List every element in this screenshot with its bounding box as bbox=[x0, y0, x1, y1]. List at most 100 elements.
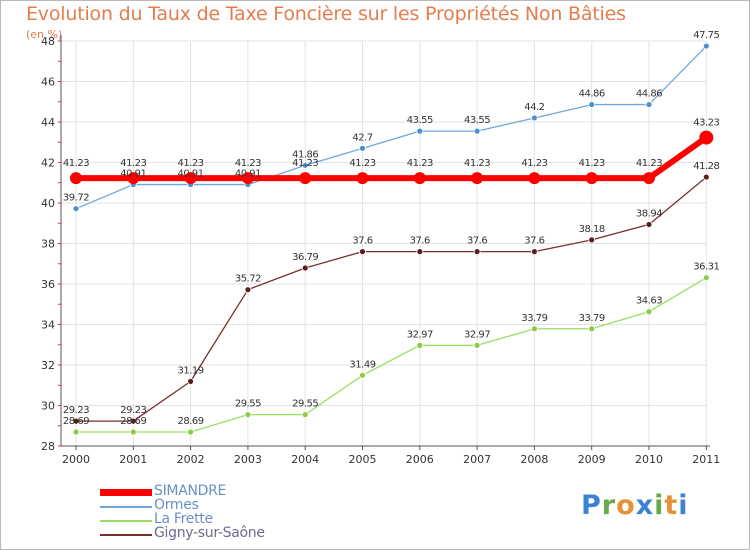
data-point bbox=[699, 130, 714, 145]
data-label: 41.23 bbox=[292, 158, 318, 169]
proxiti-logo: Proxiti bbox=[581, 490, 689, 521]
x-tick-label: 2009 bbox=[578, 453, 606, 466]
chart-subtitle: (en %) bbox=[26, 28, 63, 41]
logo-letter: x bbox=[635, 490, 655, 521]
series-line bbox=[75, 277, 707, 433]
data-point bbox=[528, 172, 541, 185]
data-label: 33.79 bbox=[521, 313, 547, 324]
data-point bbox=[301, 161, 309, 169]
data-label: 37.6 bbox=[410, 236, 430, 247]
legend-swatch bbox=[100, 506, 152, 508]
data-point bbox=[301, 411, 309, 419]
data-label: 31.49 bbox=[349, 359, 375, 370]
data-label: 35.72 bbox=[235, 274, 261, 285]
data-label: 40.91 bbox=[120, 169, 146, 180]
legend-label: La Frette bbox=[154, 511, 213, 527]
data-point bbox=[645, 221, 653, 228]
data-point bbox=[588, 101, 596, 108]
data-label: 41.86 bbox=[292, 149, 318, 160]
y-tick-label: 48 bbox=[41, 35, 55, 48]
data-label: 41.23 bbox=[579, 158, 605, 169]
legend-swatch bbox=[100, 534, 152, 536]
y-tick-label: 46 bbox=[41, 76, 55, 89]
data-point bbox=[413, 172, 426, 185]
x-tick-label: 2010 bbox=[635, 453, 663, 466]
y-tick-label: 38 bbox=[41, 238, 55, 251]
y-tick-label: 44 bbox=[41, 116, 55, 129]
data-label: 29.55 bbox=[235, 399, 261, 410]
data-label: 34.63 bbox=[636, 296, 662, 307]
logo-letter: o bbox=[616, 490, 636, 521]
data-point bbox=[244, 286, 252, 294]
data-point bbox=[184, 172, 197, 185]
data-point bbox=[129, 417, 137, 425]
data-label: 42.7 bbox=[352, 132, 372, 143]
data-label: 41.23 bbox=[178, 158, 204, 169]
x-tick-label: 2002 bbox=[177, 453, 205, 466]
data-point bbox=[187, 378, 195, 385]
data-label: 41.23 bbox=[63, 158, 89, 169]
data-label: 33.79 bbox=[579, 313, 605, 324]
data-point bbox=[473, 341, 481, 349]
y-tick-label: 30 bbox=[41, 400, 55, 413]
data-point bbox=[588, 325, 596, 333]
series-line bbox=[73, 134, 710, 182]
data-label: 28.69 bbox=[63, 416, 89, 427]
chart-title: Evolution du Taux de Taxe Foncière sur l… bbox=[26, 3, 626, 25]
data-label: 41.23 bbox=[120, 158, 146, 169]
legend-item[interactable]: Ormes bbox=[100, 497, 340, 513]
data-point bbox=[471, 172, 484, 185]
data-label: 37.6 bbox=[352, 236, 372, 247]
series-line bbox=[75, 176, 707, 422]
data-label: 36.31 bbox=[693, 262, 719, 273]
x-tick-label: 2007 bbox=[463, 453, 491, 466]
data-label: 40.91 bbox=[235, 169, 261, 180]
legend-label: Ormes bbox=[154, 497, 199, 513]
y-tick-label: 34 bbox=[41, 319, 55, 332]
data-label: 41.23 bbox=[235, 158, 261, 169]
data-point bbox=[72, 428, 80, 436]
data-point bbox=[359, 248, 366, 256]
data-point bbox=[588, 236, 596, 244]
data-label: 44.2 bbox=[524, 102, 544, 113]
data-point bbox=[127, 172, 140, 185]
x-tick-label: 2001 bbox=[119, 453, 147, 466]
data-label: 28.69 bbox=[120, 416, 146, 427]
data-point bbox=[129, 428, 137, 436]
data-point bbox=[645, 308, 653, 316]
data-point bbox=[473, 248, 481, 256]
data-point bbox=[356, 172, 369, 185]
data-point bbox=[359, 371, 366, 379]
data-label: 41.23 bbox=[636, 158, 662, 169]
data-label: 37.6 bbox=[524, 236, 544, 247]
data-point bbox=[416, 127, 424, 135]
data-point bbox=[187, 428, 195, 436]
data-label: 29.55 bbox=[292, 399, 318, 410]
data-label: 28.69 bbox=[178, 416, 204, 427]
legend-swatch bbox=[100, 489, 152, 496]
x-tick-label: 2008 bbox=[520, 453, 548, 466]
legend-item[interactable]: Gigny-sur-Saône bbox=[100, 526, 340, 541]
legend-item[interactable]: La Frette bbox=[100, 511, 340, 527]
data-label: 41.23 bbox=[349, 158, 375, 169]
y-tick-label: 36 bbox=[41, 278, 55, 291]
data-point bbox=[416, 248, 424, 256]
legend-label: SIMANDRE bbox=[154, 483, 227, 499]
data-point bbox=[244, 411, 252, 419]
x-tick-label: 2004 bbox=[291, 453, 319, 466]
data-label: 29.23 bbox=[120, 405, 146, 416]
data-point bbox=[299, 172, 312, 185]
data-label: 43.55 bbox=[407, 115, 433, 126]
data-label: 32.97 bbox=[464, 329, 490, 340]
data-point bbox=[70, 172, 82, 185]
x-tick-label: 2011 bbox=[692, 453, 720, 466]
data-label: 41.28 bbox=[693, 161, 719, 172]
logo-letter: i bbox=[678, 490, 689, 521]
data-point bbox=[241, 172, 254, 185]
data-label: 38.18 bbox=[579, 224, 605, 235]
data-point bbox=[702, 274, 710, 282]
y-tick-label: 42 bbox=[41, 157, 55, 170]
x-tick-label: 2000 bbox=[62, 453, 90, 466]
legend-item[interactable]: SIMANDRE bbox=[100, 483, 340, 499]
y-tick-label: 28 bbox=[41, 440, 55, 453]
